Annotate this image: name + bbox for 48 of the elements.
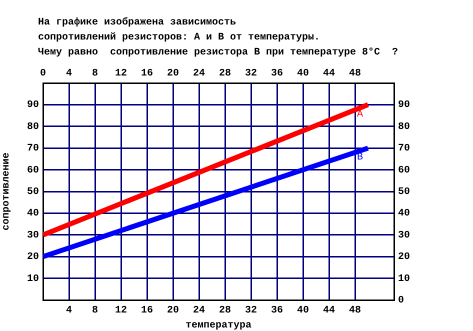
y2-tick-label: 70	[398, 144, 410, 155]
x2-tick-label: 36	[270, 68, 284, 80]
x2-tick-label: 4	[66, 68, 72, 80]
y2-tick-label: 90	[398, 100, 410, 112]
y-tick-label: 20	[26, 252, 39, 264]
y-tick-label: 70	[26, 144, 39, 155]
x-tick-label: 40	[296, 306, 310, 317]
x2-tick-label: 40	[296, 68, 310, 80]
y-tick-label: 10	[26, 274, 39, 285]
x2-tick-label: 20	[166, 68, 180, 80]
x-tick-label: 44	[322, 306, 336, 317]
x-tick-label: 16	[140, 306, 154, 317]
x-tick-label: 32	[244, 306, 258, 317]
x-tick-label: 8	[92, 306, 98, 317]
x2-tick-label: 12	[114, 68, 128, 80]
y2-tick-label: 60	[398, 165, 410, 176]
y-tick-label: 30	[26, 230, 39, 242]
x2-tick-label: 48	[348, 68, 362, 80]
y-tick-label: 40	[26, 208, 39, 220]
x2-tick-label: 0	[40, 68, 46, 80]
x-tick-label: 36	[270, 306, 284, 317]
series-label: А	[356, 109, 364, 120]
x2-tick-label: 24	[192, 68, 206, 80]
y2-tick-label: 0	[398, 296, 404, 307]
y-tick-label: 50	[26, 187, 39, 198]
y-tick-label: 90	[26, 100, 39, 112]
y2-tick-label: 40	[398, 208, 410, 220]
y2-tick-label: 30	[398, 230, 410, 242]
x2-tick-label: 44	[322, 68, 336, 80]
x-tick-label: 4	[66, 306, 72, 317]
y2-tick-label: 50	[398, 187, 410, 198]
y2-tick-label: 10	[398, 274, 410, 285]
y-axis-title: сопротивление	[2, 152, 13, 231]
y2-tick-label: 20	[398, 252, 410, 264]
x-tick-label: 28	[218, 306, 232, 317]
x2-tick-label: 32	[244, 68, 258, 80]
chart-title: На графике изображена зависимость сопротивлений резисторов: А и В от температуры. Чему равно сопротивление резистора В при температуре 8°С ?	[38, 16, 398, 59]
y2-tick-label: 80	[398, 122, 410, 133]
x-tick-label: 24	[192, 306, 206, 317]
x2-tick-label: 16	[140, 68, 154, 80]
x-tick-label: 48	[348, 306, 362, 317]
y-tick-label: 80	[26, 122, 39, 133]
x-tick-label: 12	[114, 306, 128, 317]
x2-tick-label: 8	[92, 68, 98, 80]
y-tick-label: 60	[26, 165, 39, 176]
x2-tick-label: 28	[218, 68, 232, 80]
x-axis-title: температура	[185, 320, 252, 331]
x-tick-label: 20	[166, 306, 180, 317]
